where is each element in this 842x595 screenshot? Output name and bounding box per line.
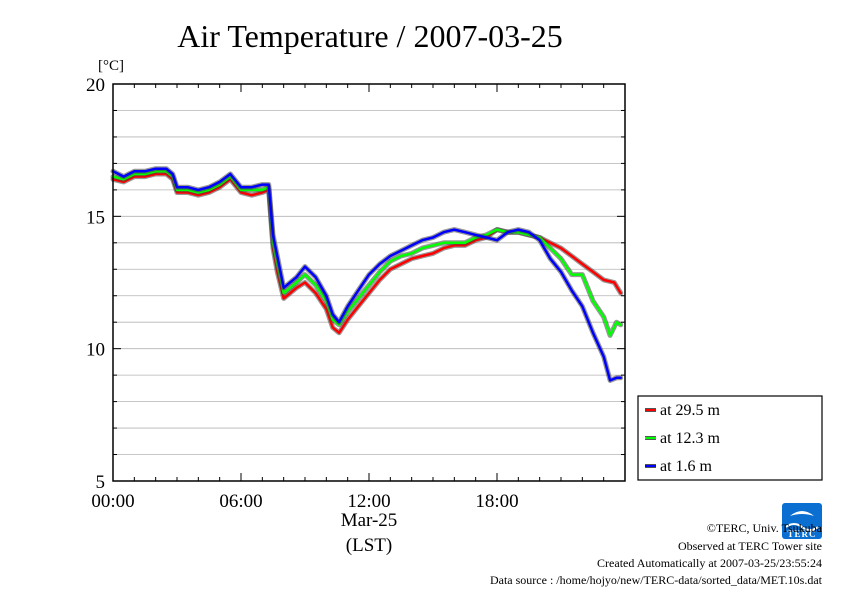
legend-box: [637, 395, 823, 481]
x-tick-label: 06:00: [219, 491, 262, 512]
y-tick-label: 20: [86, 75, 105, 96]
logo-water-icon: [785, 523, 819, 531]
x-axis-zone-label: (LST): [346, 535, 392, 556]
x-tick-label: 18:00: [475, 491, 518, 512]
x-axis-date-label: Mar-25: [341, 510, 398, 531]
legend-label: at 1.6 m: [660, 458, 713, 475]
series-line: [111, 167, 622, 382]
y-tick-label: 10: [86, 340, 105, 361]
observed-site-text: Observed at TERC Tower site: [678, 539, 822, 553]
chart-title: Air Temperature / 2007-03-25: [177, 18, 563, 54]
copyright-text: ©TERC, Univ. Tsukuba: [707, 521, 823, 535]
legend-label: at 29.5 m: [660, 402, 721, 419]
legend: at 29.5 m at 12.3 m at 1.6 m: [637, 395, 823, 481]
series-layer: [110, 166, 624, 383]
terc-logo: TERC: [782, 503, 822, 539]
x-tick-label: 00:00: [91, 491, 134, 512]
logo-text: TERC: [787, 529, 816, 539]
tick-marks: [112, 83, 626, 482]
y-tick-label: 15: [86, 207, 105, 228]
x-tick-label: 12:00: [347, 491, 390, 512]
tick-labels: 5 10 15 20 00:00 06:00 12:00 18:00: [86, 75, 519, 512]
y-axis-unit: [°C]: [98, 58, 124, 74]
y-tick-label: 5: [96, 472, 106, 493]
logo-wave-icon: [790, 511, 814, 516]
data-source-text: Data source : /home/hojyo/new/TERC-data/…: [490, 573, 823, 587]
series-3: [110, 166, 624, 383]
created-timestamp-text: Created Automatically at 2007-03-25/23:5…: [597, 556, 822, 570]
legend-label: at 12.3 m: [660, 430, 721, 447]
